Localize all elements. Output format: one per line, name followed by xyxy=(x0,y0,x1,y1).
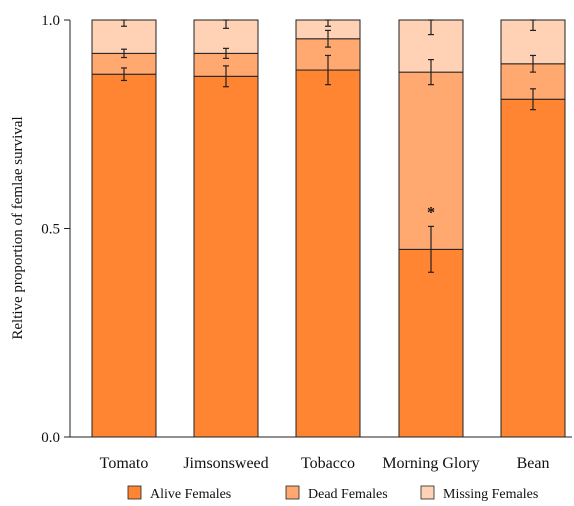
bar-segment xyxy=(398,71,464,250)
bar-segment xyxy=(193,75,259,438)
legend-label: Missing Females xyxy=(443,487,538,502)
bar-segment xyxy=(295,69,361,438)
x-tick-label: Jimsonsweed xyxy=(183,455,268,472)
legend-item: Missing Females xyxy=(420,485,538,502)
x-tick-label: Morning Glory xyxy=(382,455,479,472)
legend-item: Alive Females xyxy=(127,485,231,502)
y-tick-label: 0.0 xyxy=(41,430,60,446)
bar-segment xyxy=(398,248,464,438)
legend: Alive Females Dead Females Missing Females xyxy=(127,485,538,502)
legend-label: Alive Females xyxy=(150,487,231,502)
legend-swatch xyxy=(420,485,435,500)
y-axis-title: Reltive proportion of femlae survival xyxy=(10,116,26,339)
error-bars xyxy=(121,19,536,273)
annotations: * xyxy=(427,205,435,222)
legend-swatch xyxy=(285,485,300,500)
x-tick-labels: Tomato Jimsonsweed Tobacco Morning Glory Bea… xyxy=(100,455,550,472)
x-tick-label: Tomato xyxy=(100,455,149,472)
bars xyxy=(91,19,566,438)
legend-label: Dead Females xyxy=(308,487,388,502)
y-tick-label: 0.5 xyxy=(41,222,60,238)
x-tick-label: Tobacco xyxy=(301,455,355,472)
y-tick-labels: 0.0 0.5 1.0 xyxy=(41,13,60,446)
y-tick-label: 1.0 xyxy=(41,13,60,29)
bar-segment xyxy=(500,98,566,438)
legend-swatch xyxy=(127,485,142,500)
bar-segment xyxy=(91,73,157,438)
legend-item: Dead Females xyxy=(285,485,388,502)
significance-marker: * xyxy=(427,205,435,222)
x-tick-label: Bean xyxy=(517,455,550,472)
